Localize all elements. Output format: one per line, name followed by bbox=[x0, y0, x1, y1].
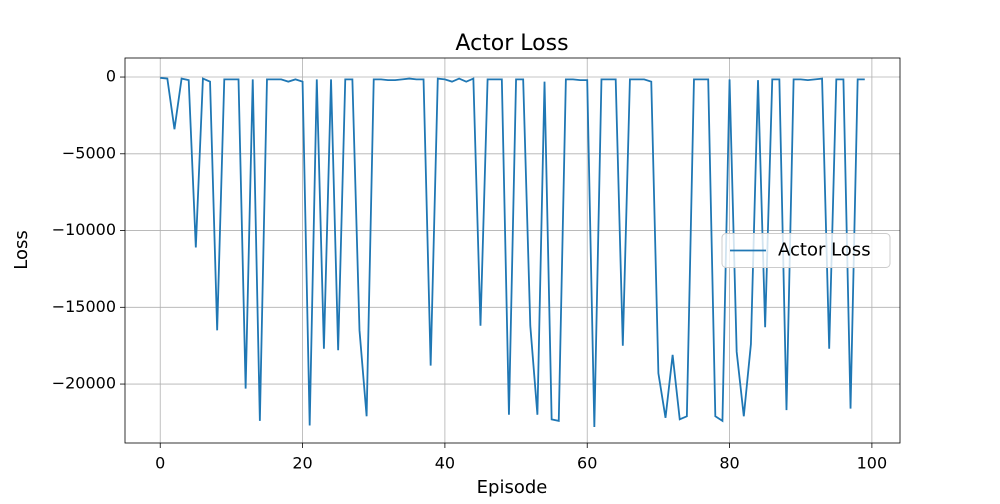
y-tick-label: −10000 bbox=[52, 220, 116, 239]
x-tick-label: 60 bbox=[577, 454, 597, 473]
x-tick-label: 0 bbox=[155, 454, 165, 473]
y-tick-label: 0 bbox=[106, 67, 116, 86]
y-tick-label: −20000 bbox=[52, 374, 116, 393]
data-line bbox=[160, 76, 865, 428]
chart-title: Actor Loss bbox=[455, 31, 568, 56]
x-tick-label: 20 bbox=[292, 454, 312, 473]
y-tick-label: −15000 bbox=[52, 297, 116, 316]
y-tick-label: −5000 bbox=[62, 143, 116, 162]
x-tick-label: 80 bbox=[719, 454, 739, 473]
legend-box bbox=[721, 233, 891, 268]
plot-frame bbox=[124, 57, 901, 444]
x-tick-label: 40 bbox=[435, 454, 455, 473]
x-axis-label: Episode bbox=[477, 477, 548, 498]
legend-label: Actor Loss bbox=[778, 240, 871, 261]
x-tick-label: 100 bbox=[857, 454, 888, 473]
y-axis-label: Loss bbox=[11, 230, 32, 269]
